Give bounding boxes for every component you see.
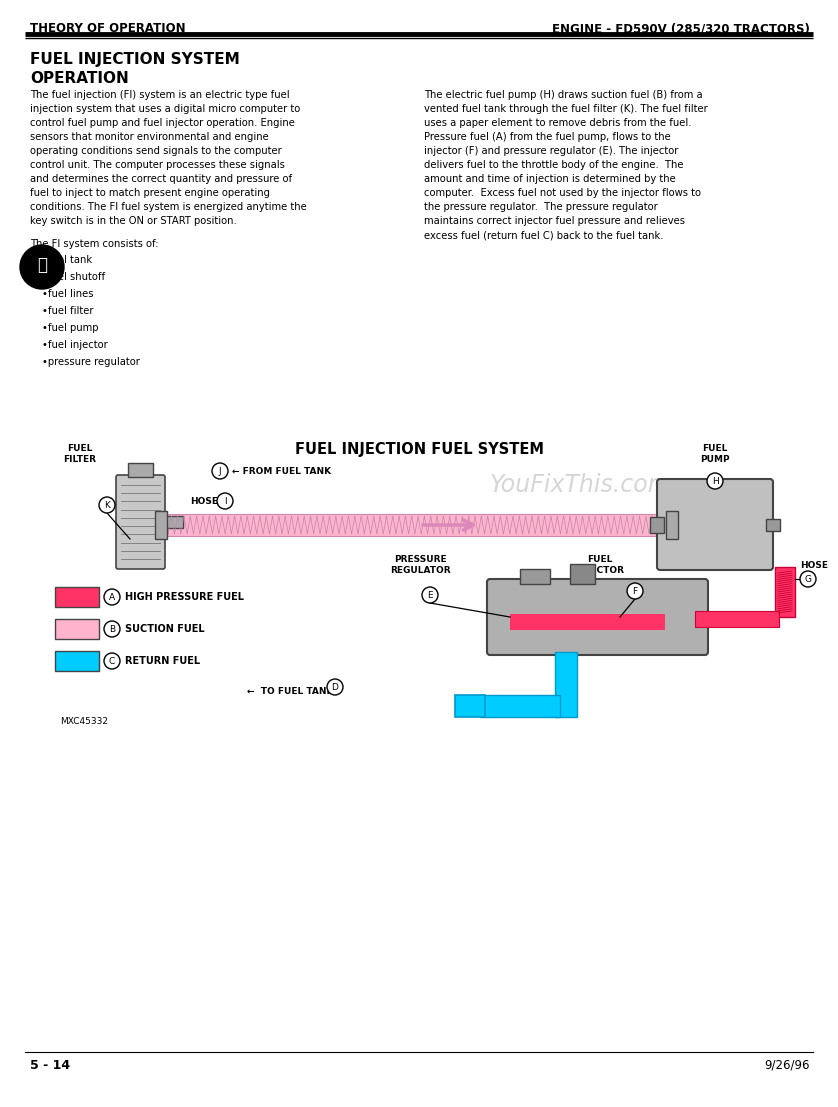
- Bar: [555, 652, 577, 717]
- Text: 5 - 14: 5 - 14: [30, 1059, 70, 1072]
- Text: HOSE: HOSE: [800, 560, 828, 569]
- Text: •fuel injector: •fuel injector: [42, 340, 108, 350]
- FancyBboxPatch shape: [657, 479, 773, 570]
- Text: C: C: [109, 656, 115, 665]
- Text: •fuel tank: •fuel tank: [42, 255, 92, 265]
- Text: FUEL
INJECTOR: FUEL INJECTOR: [576, 555, 624, 575]
- Bar: [55, 619, 99, 639]
- Bar: [520, 569, 550, 584]
- Bar: [695, 611, 779, 627]
- Circle shape: [104, 621, 120, 637]
- Bar: [163, 514, 670, 536]
- Bar: [55, 587, 99, 607]
- Text: SUCTION FUEL: SUCTION FUEL: [125, 624, 204, 634]
- Text: OPERATION: OPERATION: [30, 71, 129, 86]
- Text: The FI system consists of:: The FI system consists of:: [30, 239, 158, 249]
- Text: 9/26/96: 9/26/96: [764, 1059, 810, 1072]
- Text: J: J: [219, 466, 221, 476]
- Text: HOSE: HOSE: [190, 497, 218, 506]
- Text: 🔬: 🔬: [37, 256, 47, 275]
- Text: G: G: [804, 575, 811, 583]
- Circle shape: [212, 463, 228, 479]
- Circle shape: [800, 571, 816, 587]
- Bar: [55, 651, 99, 671]
- Bar: [650, 517, 664, 532]
- Text: •fuel lines: •fuel lines: [42, 289, 94, 299]
- Bar: [570, 563, 595, 584]
- Bar: [163, 516, 183, 528]
- Text: THEORY OF OPERATION: THEORY OF OPERATION: [30, 22, 186, 35]
- Circle shape: [217, 493, 233, 509]
- Text: I: I: [224, 497, 226, 506]
- Text: FUEL INJECTION SYSTEM: FUEL INJECTION SYSTEM: [30, 52, 240, 68]
- Circle shape: [104, 589, 120, 606]
- Text: H: H: [711, 476, 718, 486]
- Text: FUEL
PUMP: FUEL PUMP: [701, 444, 730, 464]
- Text: ←  TO FUEL TANK: ← TO FUEL TANK: [247, 687, 334, 696]
- Text: A: A: [109, 592, 115, 601]
- Bar: [480, 695, 560, 717]
- Circle shape: [627, 583, 643, 599]
- Text: RETURN FUEL: RETURN FUEL: [125, 656, 200, 666]
- Text: The fuel injection (FI) system is an electric type fuel
injection system that us: The fuel injection (FI) system is an ele…: [30, 90, 307, 226]
- Text: HIGH PRESSURE FUEL: HIGH PRESSURE FUEL: [125, 592, 244, 602]
- Circle shape: [327, 679, 343, 695]
- Bar: [155, 511, 167, 539]
- FancyBboxPatch shape: [487, 579, 708, 655]
- Bar: [510, 614, 665, 630]
- Text: K: K: [104, 500, 110, 509]
- Text: The electric fuel pump (H) draws suction fuel (B) from a
vented fuel tank throug: The electric fuel pump (H) draws suction…: [424, 90, 708, 240]
- Bar: [455, 695, 485, 717]
- Text: YouFixThis.com: YouFixThis.com: [490, 473, 672, 497]
- Text: PRESSURE
REGULATOR: PRESSURE REGULATOR: [390, 555, 450, 575]
- Text: F: F: [633, 587, 638, 596]
- Text: E: E: [427, 590, 432, 600]
- Circle shape: [422, 587, 438, 603]
- Circle shape: [20, 245, 64, 289]
- FancyBboxPatch shape: [116, 475, 165, 569]
- Circle shape: [104, 653, 120, 669]
- Text: •pressure regulator: •pressure regulator: [42, 356, 140, 368]
- Text: FUEL INJECTION FUEL SYSTEM: FUEL INJECTION FUEL SYSTEM: [294, 442, 544, 457]
- Text: FUEL
FILTER: FUEL FILTER: [64, 444, 96, 464]
- Circle shape: [707, 473, 723, 489]
- Bar: [666, 511, 678, 539]
- Bar: [766, 519, 780, 531]
- Bar: [128, 463, 153, 477]
- Text: •fuel pump: •fuel pump: [42, 323, 99, 333]
- Text: ENGINE - FD590V (285/320 TRACTORS): ENGINE - FD590V (285/320 TRACTORS): [552, 22, 810, 35]
- Text: B: B: [109, 624, 115, 633]
- Text: D: D: [332, 683, 339, 692]
- Circle shape: [99, 497, 115, 513]
- Text: •fuel filter: •fuel filter: [42, 306, 94, 315]
- Text: MXC45332: MXC45332: [60, 717, 108, 726]
- Text: •fuel shutoff: •fuel shutoff: [42, 272, 105, 282]
- Text: ← FROM FUEL TANK: ← FROM FUEL TANK: [232, 466, 331, 476]
- Bar: [775, 567, 795, 617]
